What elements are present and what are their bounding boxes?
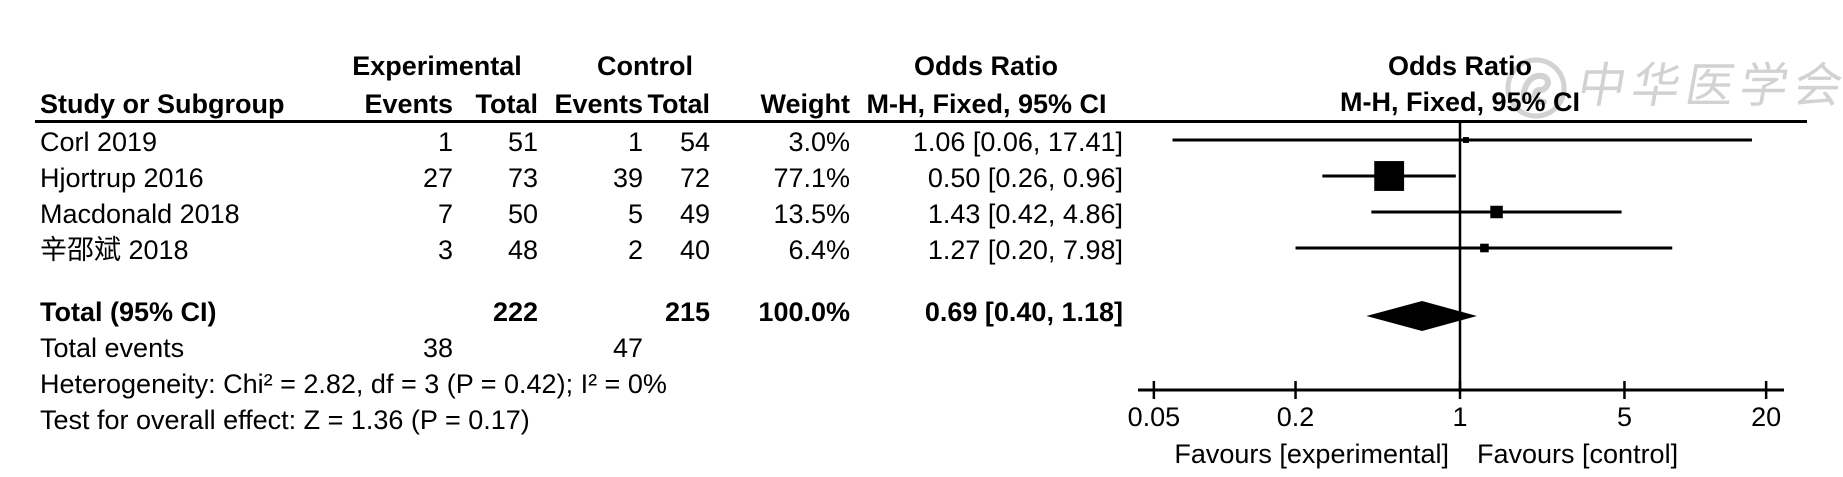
exp-total-col-header: Total [475, 89, 539, 119]
study-name: Corl 2019 [40, 127, 158, 157]
ctl-events: 1 [627, 127, 643, 157]
ctl-events: 5 [627, 199, 643, 229]
or-ci-value: 0.50 [0.26, 0.96] [927, 163, 1123, 193]
weight-value: 6.4% [788, 235, 850, 265]
table-row: Hjortrup 2016 27 73 39 72 77.1% 0.50 [0.… [40, 160, 1123, 196]
exp-events-col-header: Events [364, 89, 453, 119]
or-column-title: Odds Ratio [913, 51, 1058, 81]
heterogeneity-text: Heterogeneity: Chi² = 2.82, df = 3 (P = … [40, 369, 667, 399]
total-or-ci: 0.69 [0.40, 1.18] [924, 297, 1123, 327]
exp-events: 1 [437, 127, 453, 157]
or-ci-value: 1.43 [0.42, 4.86] [927, 199, 1123, 229]
ctl-events: 39 [612, 163, 643, 193]
exp-total: 73 [507, 163, 538, 193]
study-name: Macdonald 2018 [40, 199, 240, 229]
axis-tick-label: 1 [1452, 402, 1468, 432]
exp-events: 3 [437, 235, 453, 265]
plot-subtitle: M-H, Fixed, 95% CI [1339, 87, 1581, 117]
ctl-events-col-header: Events [554, 89, 643, 119]
overall-effect-text: Test for overall effect: Z = 1.36 (P = 0… [40, 405, 530, 435]
total-label: Total (95% CI) [40, 297, 217, 327]
ctl-total-col-header: Total [647, 89, 711, 119]
axis-tick-label: 0.05 [1127, 402, 1181, 432]
weight-value: 77.1% [773, 163, 850, 193]
ctl-total: 72 [679, 163, 710, 193]
watermark-logo-icon [1505, 57, 1567, 119]
exp-total: 48 [507, 235, 538, 265]
total-events-exp: 38 [422, 333, 453, 363]
weight-col-header: Weight [760, 89, 851, 119]
exp-events: 27 [422, 163, 453, 193]
table-row: Corl 2019 1 51 1 54 3.0% 1.06 [0.06, 17.… [40, 124, 1123, 160]
total-ctl-n: 215 [664, 297, 710, 327]
exp-total: 50 [507, 199, 538, 229]
summary-diamond [1366, 301, 1477, 331]
or-ci-value: 1.06 [0.06, 17.41] [912, 127, 1123, 157]
table-row: 辛邵斌 2018 3 48 2 40 6.4% 1.27 [0.20, 7.98… [40, 232, 1123, 268]
column-group-control: Control [597, 51, 693, 81]
total-exp-n: 222 [492, 297, 538, 327]
or-point-square [1374, 161, 1405, 191]
weight-value: 13.5% [773, 199, 850, 229]
header-rule [35, 120, 1807, 123]
or-ci-value: 1.27 [0.20, 7.98] [927, 235, 1123, 265]
total-events-ctl: 47 [612, 333, 643, 363]
study-col-header: Study or Subgroup [40, 89, 285, 119]
or-point-square [1463, 137, 1469, 143]
or-point-square [1480, 243, 1489, 253]
plot-title: Odds Ratio [1387, 51, 1532, 81]
ctl-total: 49 [679, 199, 710, 229]
column-group-experimental: Experimental [352, 51, 522, 81]
total-row: Total (95% CI) 222 215 100.0% 0.69 [0.40… [40, 294, 1123, 330]
favours-experimental-label: Favours [experimental] [1174, 439, 1449, 469]
weight-value: 3.0% [788, 127, 850, 157]
total-weight: 100.0% [758, 297, 850, 327]
or-method-col-header: M-H, Fixed, 95% CI [866, 89, 1107, 119]
total-events-label: Total events [40, 333, 185, 363]
study-name: 辛邵斌 2018 [40, 235, 189, 265]
table-row: Macdonald 2018 7 50 5 49 13.5% 1.43 [0.4… [40, 196, 1123, 232]
ctl-events: 2 [627, 235, 643, 265]
total-events-row: Total events 38 47 [40, 330, 1123, 366]
axis-tick-label: 0.2 [1276, 402, 1315, 432]
ctl-total: 40 [679, 235, 710, 265]
axis-tick-label: 5 [1616, 402, 1632, 432]
ctl-total: 54 [679, 127, 710, 157]
exp-total: 51 [507, 127, 538, 157]
axis-tick-label: 20 [1751, 402, 1782, 432]
study-name: Hjortrup 2016 [40, 163, 204, 193]
table-header-row: Study or Subgroup Events Total Events To… [40, 86, 1123, 122]
or-point-square [1490, 205, 1503, 219]
exp-events: 7 [437, 199, 453, 229]
favours-control-label: Favours [control] [1477, 439, 1679, 469]
